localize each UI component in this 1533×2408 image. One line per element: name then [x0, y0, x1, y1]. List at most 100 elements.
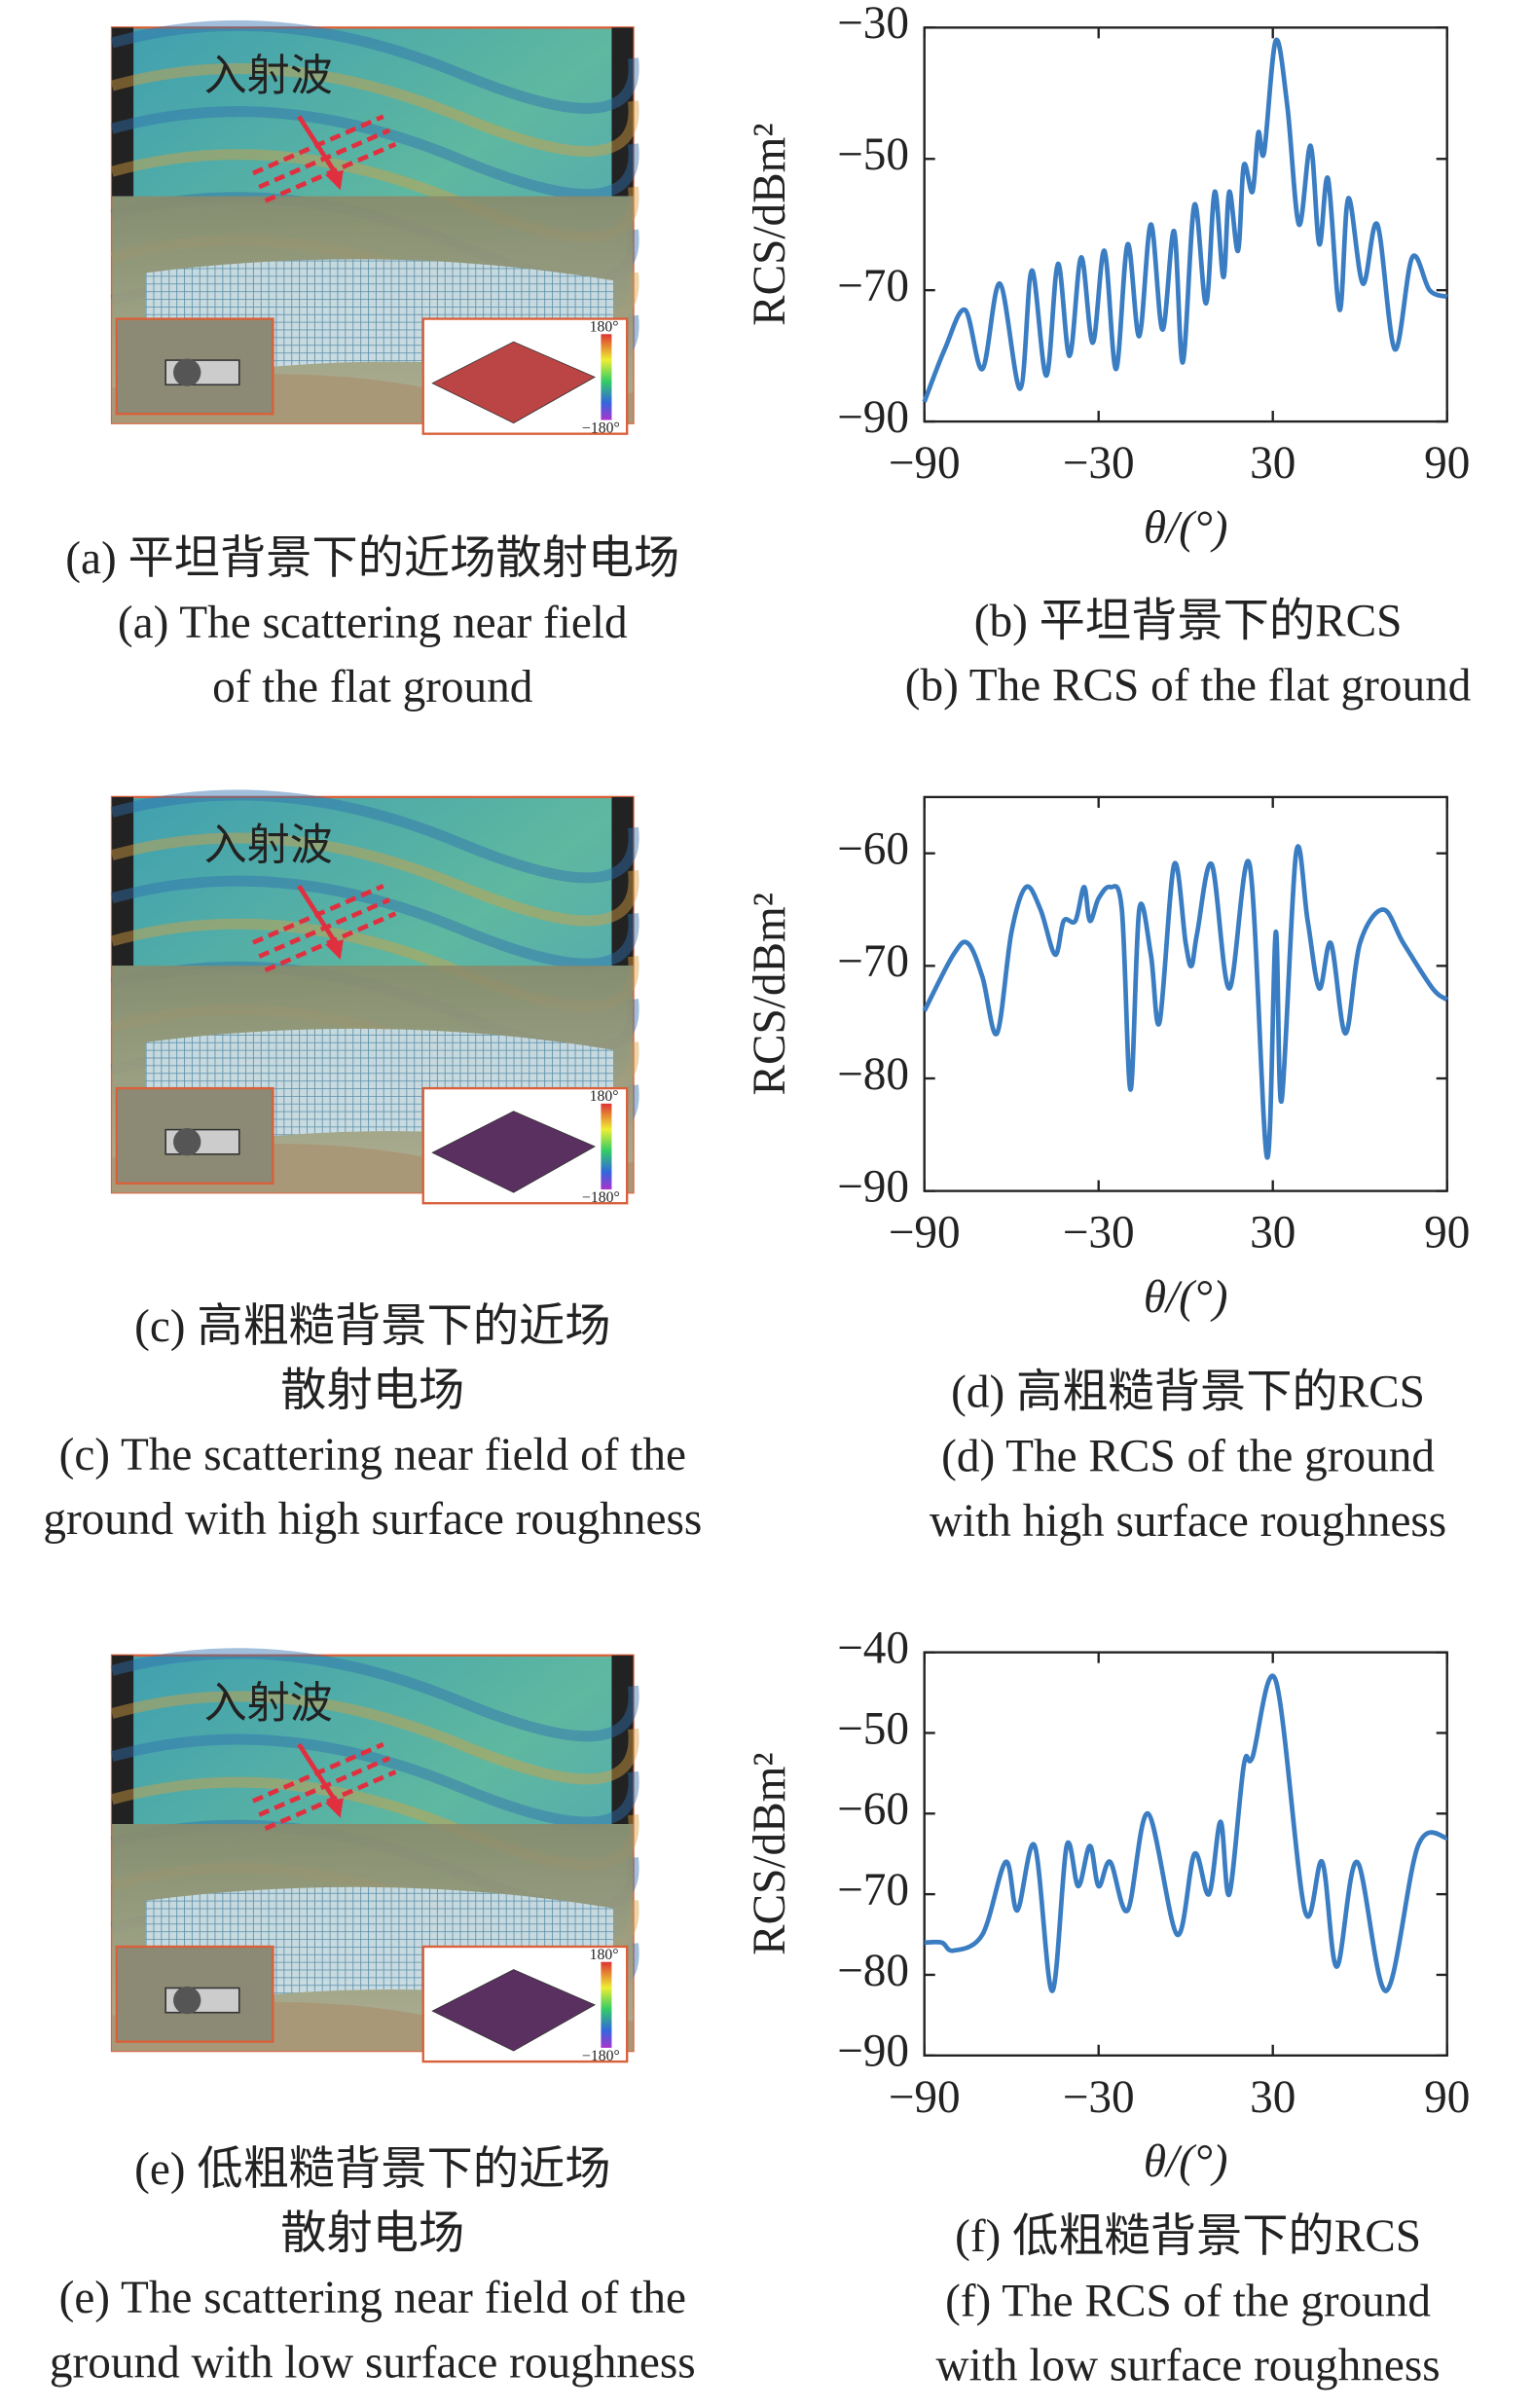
x-tick-label: −30 — [1063, 1208, 1135, 1259]
y-tick-label: −30 — [837, 0, 909, 49]
target-sphere — [173, 1986, 201, 2015]
y-tick-label: −90 — [837, 2026, 909, 2077]
caption: of the flat ground — [212, 662, 533, 712]
dark-edge — [112, 796, 134, 967]
rcs-line — [922, 37, 1448, 403]
wave-band — [110, 875, 639, 969]
x-tick-label: −90 — [889, 2072, 961, 2123]
target-sphere — [173, 1128, 201, 1156]
caption: (f) 低粗糙背景下的RCS — [955, 2211, 1421, 2262]
x-axis-label: θ/(°) — [1144, 1272, 1228, 1323]
y-tick-label: −70 — [837, 261, 909, 311]
y-tick-label: −60 — [837, 824, 909, 875]
y-axis-label: RCS/dBm² — [745, 1752, 795, 1954]
colorbar-min: −180° — [582, 2048, 620, 2064]
x-tick-label: −90 — [889, 1208, 961, 1259]
rcs-line — [924, 1673, 1448, 1993]
wave-band — [110, 789, 639, 884]
x-tick-label: 90 — [1424, 438, 1470, 489]
arrow-head — [324, 1798, 344, 1818]
caption: with high surface roughness — [930, 1496, 1446, 1547]
wave-band — [110, 832, 639, 927]
x-tick-label: 30 — [1250, 1208, 1296, 1259]
wave-label: 入射波 — [204, 51, 333, 100]
field-image: 180° −180° 入射波 — [110, 789, 639, 1206]
wave-label: 入射波 — [204, 821, 333, 870]
caption: ground with low surface roughness — [50, 2337, 696, 2388]
arrow-head — [324, 939, 344, 960]
colorbar-max: 180° — [590, 1088, 619, 1105]
colorbar — [601, 1961, 612, 2048]
caption: ground with high surface roughness — [43, 1494, 702, 1545]
y-tick-label: −50 — [837, 129, 909, 180]
phase-surface — [431, 341, 597, 424]
wave-band — [110, 19, 639, 114]
caption: (d) The RCS of the ground — [941, 1432, 1435, 1482]
wave-band — [110, 1691, 639, 1785]
dark-edge — [112, 27, 134, 197]
x-tick-label: 90 — [1424, 1208, 1470, 1259]
caption: (d) 高粗糙背景下的RCS — [951, 1367, 1425, 1417]
x-tick-label: 90 — [1424, 2072, 1470, 2123]
plot-frame — [923, 1651, 1448, 2057]
x-tick-label: −30 — [1063, 2072, 1135, 2123]
plot-frame — [923, 795, 1448, 1192]
wave-label: 入射波 — [204, 1679, 333, 1729]
wave-band — [110, 1733, 639, 1828]
colorbar-min: −180° — [582, 1189, 620, 1206]
colorbar-min: −180° — [582, 420, 620, 437]
field-image: 180° −180° 入射波 — [110, 1648, 639, 2064]
caption: (e) The scattering near field of the — [59, 2273, 686, 2323]
dark-edge — [611, 1655, 634, 1825]
arrow-head — [324, 169, 344, 191]
y-axis-label: RCS/dBm² — [745, 123, 795, 325]
phase-surface — [431, 1969, 597, 2052]
y-tick-label: −90 — [837, 1161, 909, 1212]
dark-edge — [611, 27, 634, 197]
y-tick-label: −70 — [837, 1865, 909, 1915]
y-tick-label: −60 — [837, 1784, 909, 1835]
caption: (b) The RCS of the flat ground — [905, 661, 1472, 711]
wave-arrow — [297, 1742, 343, 1810]
x-axis-label: θ/(°) — [1144, 502, 1228, 553]
y-tick-label: −40 — [837, 1623, 909, 1673]
wave-band — [110, 63, 639, 157]
x-tick-label: −90 — [889, 438, 961, 489]
wave-band — [110, 1648, 639, 1742]
x-tick-label: −30 — [1063, 438, 1135, 489]
colorbar-max: 180° — [590, 319, 619, 336]
caption: (f) The RCS of the ground — [945, 2276, 1431, 2326]
colorbar — [601, 1103, 612, 1190]
dark-edge — [611, 796, 634, 967]
colorbar — [601, 334, 612, 420]
y-axis-label: RCS/dBm² — [745, 893, 795, 1095]
x-axis-label: θ/(°) — [1144, 2136, 1228, 2187]
x-tick-label: 30 — [1250, 438, 1296, 489]
y-tick-label: −80 — [837, 1049, 909, 1100]
field-image: 180° −180° 入射波 — [110, 19, 639, 437]
wave-front — [264, 1770, 397, 1831]
caption: with low surface roughness — [935, 2340, 1440, 2390]
wave-arrow — [297, 115, 343, 183]
rcs-line — [922, 844, 1449, 1160]
x-tick-label: 30 — [1250, 2072, 1296, 2123]
target-sphere — [173, 358, 201, 386]
phase-surface — [431, 1111, 597, 1193]
caption: (c) The scattering near field of the — [59, 1430, 686, 1480]
wave-front — [264, 141, 397, 203]
wave-band — [110, 106, 639, 201]
caption: 散射电场 — [280, 1366, 464, 1416]
caption: (c) 高粗糙背景下的近场 — [134, 1301, 610, 1352]
caption: (e) 低粗糙背景下的近场 — [134, 2144, 610, 2195]
y-tick-label: −90 — [837, 392, 909, 443]
colorbar-max: 180° — [590, 1947, 619, 1963]
wave-arrow — [297, 884, 343, 952]
y-tick-label: −70 — [837, 936, 909, 987]
plot-frame — [923, 26, 1448, 423]
caption: (b) 平坦背景下的RCS — [974, 596, 1403, 646]
y-tick-label: −80 — [837, 1946, 909, 1996]
dark-edge — [112, 1655, 134, 1825]
wave-front — [264, 911, 397, 973]
caption: 散射电场 — [280, 2208, 464, 2259]
